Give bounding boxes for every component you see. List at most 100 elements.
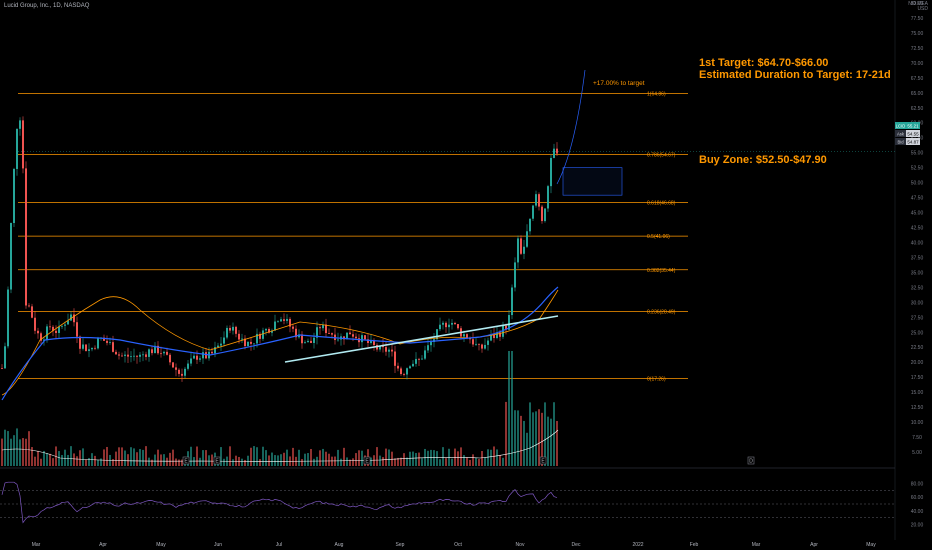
volume-bar bbox=[508, 351, 510, 466]
candle-body bbox=[346, 332, 348, 340]
volume-bar bbox=[304, 453, 306, 466]
volume-bar bbox=[463, 455, 465, 466]
candle-body bbox=[205, 352, 207, 359]
candle-body bbox=[325, 324, 327, 334]
x-tick-label: 2022 bbox=[632, 542, 643, 548]
volume-bar bbox=[265, 450, 267, 466]
candle-body bbox=[283, 319, 285, 321]
candle-body bbox=[190, 358, 192, 364]
y-tick-label: 37.50 bbox=[911, 255, 924, 261]
volume-bar bbox=[139, 449, 141, 466]
ma-fast-line bbox=[1, 289, 559, 396]
candle-body bbox=[127, 354, 129, 357]
volume-bar bbox=[427, 450, 429, 466]
earnings-marker bbox=[539, 456, 547, 465]
volume-bar bbox=[388, 449, 390, 466]
candle-body bbox=[493, 334, 495, 339]
candle-body bbox=[58, 326, 60, 333]
candle-body bbox=[16, 128, 18, 169]
volume-bar bbox=[316, 456, 318, 466]
volume-bar bbox=[433, 450, 435, 466]
buy-zone-box bbox=[562, 167, 623, 196]
volume-bar bbox=[235, 455, 237, 466]
rsi-tick-label: 20.00 bbox=[911, 522, 924, 528]
volume-bar bbox=[49, 453, 51, 466]
candle-body bbox=[241, 338, 243, 340]
candle-body bbox=[43, 339, 45, 341]
y-tick-label: 10.00 bbox=[911, 420, 924, 426]
y-tick-label: 7.50 bbox=[912, 435, 922, 441]
candle-body bbox=[511, 287, 513, 316]
earnings-marker bbox=[182, 456, 190, 465]
candle-body bbox=[136, 355, 138, 357]
candle-body bbox=[355, 336, 357, 339]
y-tick-label: 22.50 bbox=[911, 345, 924, 351]
volume-bar bbox=[73, 453, 75, 466]
volume-bar bbox=[160, 454, 162, 466]
volume-bar bbox=[247, 455, 249, 466]
price-badge-tag bbox=[895, 138, 906, 145]
candle-body bbox=[490, 334, 492, 341]
price-badge-value-label: 54.87 bbox=[907, 140, 919, 145]
price-badge-value bbox=[906, 122, 920, 129]
volume-bar bbox=[541, 412, 543, 466]
volume-bar bbox=[310, 448, 312, 466]
y-tick-label: 25.00 bbox=[911, 330, 924, 336]
price-badge-tag-label: LCID bbox=[896, 124, 906, 129]
candle-body bbox=[556, 148, 558, 154]
price-badge-value-label: 55.21 bbox=[907, 124, 919, 129]
candle-body bbox=[403, 374, 405, 375]
volume-bar bbox=[19, 439, 21, 466]
volume-bar bbox=[436, 451, 438, 466]
duration-note: Estimated Duration to Target: 17-21d bbox=[699, 69, 891, 81]
volume-bar bbox=[343, 447, 345, 466]
volume-bar bbox=[466, 457, 468, 466]
volume-bar bbox=[451, 458, 453, 466]
candle-body bbox=[220, 343, 222, 346]
y-tick-label: 32.50 bbox=[911, 285, 924, 291]
volume-bar bbox=[328, 453, 330, 466]
candle-body bbox=[409, 366, 411, 369]
candle-body bbox=[382, 345, 384, 348]
volume-bar bbox=[358, 450, 360, 466]
volume-bar bbox=[337, 449, 339, 466]
x-tick-label: Jul bbox=[276, 542, 282, 548]
candle-body bbox=[166, 351, 168, 355]
volume-bar bbox=[514, 410, 516, 466]
volume-bar bbox=[544, 402, 546, 466]
candle-body bbox=[262, 330, 264, 339]
y-tick-label: 47.50 bbox=[911, 196, 924, 202]
candle-body bbox=[436, 329, 438, 340]
volume-bar bbox=[145, 446, 147, 466]
candle-body bbox=[25, 168, 27, 306]
candle-body bbox=[7, 289, 9, 347]
volume-bar bbox=[391, 451, 393, 466]
candle-body bbox=[544, 208, 546, 222]
volume-bar bbox=[88, 457, 90, 466]
candle-body bbox=[52, 326, 54, 331]
volume-bar bbox=[547, 416, 549, 466]
candle-body bbox=[322, 324, 324, 329]
candle-body bbox=[352, 334, 354, 337]
pct-to-target-label: +17.00% to target bbox=[593, 80, 645, 87]
volume-bar bbox=[121, 447, 123, 466]
candle-body bbox=[160, 353, 162, 355]
volume-bar bbox=[190, 446, 192, 466]
volume-group bbox=[1, 351, 558, 466]
candle-body bbox=[331, 333, 333, 335]
volume-bar bbox=[511, 351, 513, 466]
volume-bar bbox=[502, 457, 504, 466]
volume-bar bbox=[286, 449, 288, 466]
candle-body bbox=[244, 338, 246, 347]
candle-body bbox=[214, 347, 216, 354]
candle-body bbox=[238, 333, 240, 340]
y-tick-label: 40.00 bbox=[911, 240, 924, 246]
volume-bar bbox=[484, 457, 486, 466]
buy-zone-note: Buy Zone: $52.50-$47.90 bbox=[699, 154, 827, 166]
candle-body bbox=[211, 351, 213, 354]
rsi-tick-label: 80.00 bbox=[911, 482, 924, 488]
candle-body bbox=[145, 354, 147, 357]
volume-bar bbox=[211, 454, 213, 466]
volume-bar bbox=[340, 458, 342, 466]
